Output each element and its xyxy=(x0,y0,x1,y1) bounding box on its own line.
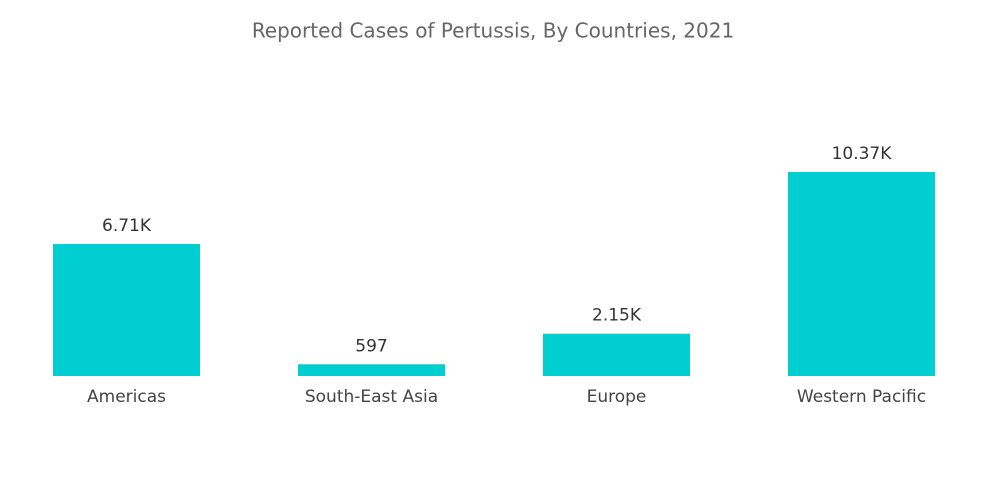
data-label: 6.71K xyxy=(102,216,152,236)
data-label: 2.15K xyxy=(592,306,642,326)
bar xyxy=(788,172,935,376)
x-tick-label: Americas xyxy=(87,387,166,407)
x-tick-label: South-East Asia xyxy=(305,387,438,407)
chart-title: Reported Cases of Pertussis, By Countrie… xyxy=(252,19,734,43)
bar xyxy=(298,364,445,376)
x-tick-label: Europe xyxy=(587,387,647,407)
bar xyxy=(543,333,690,376)
data-label: 597 xyxy=(355,336,387,356)
x-tick-label: Western Pacific xyxy=(797,387,926,407)
bar xyxy=(53,244,200,376)
data-label: 10.37K xyxy=(832,144,893,164)
